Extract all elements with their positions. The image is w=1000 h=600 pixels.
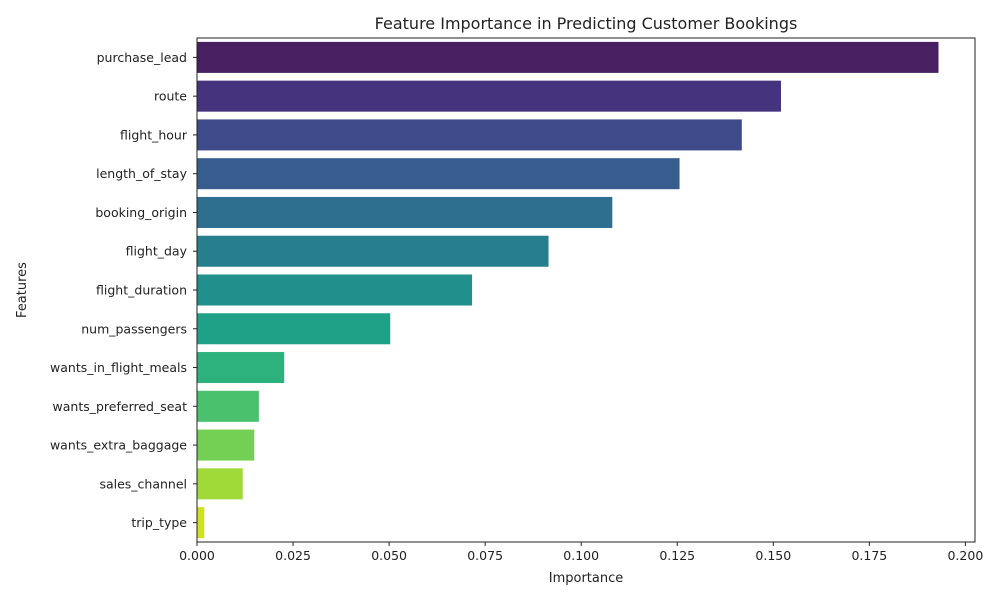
x-tick-label: 0.125 <box>659 548 695 563</box>
bar-wants-preferred-seat <box>197 390 259 422</box>
bars-group <box>197 41 939 539</box>
y-tick-label-wants-preferred-seat: wants_preferred_seat <box>53 399 188 414</box>
plot-frame <box>196 37 976 543</box>
y-tick-label-booking-origin: booking_origin <box>95 205 187 220</box>
bar-route <box>197 80 781 112</box>
x-tick-label: 0.000 <box>179 548 215 563</box>
x-tick-label: 0.200 <box>947 548 983 563</box>
bar-wants-in-flight-meals <box>197 352 285 384</box>
x-tick-label: 0.175 <box>851 548 887 563</box>
y-tick-label-purchase-lead: purchase_lead <box>97 50 187 65</box>
y-tick-label-flight-duration: flight_duration <box>96 283 187 298</box>
x-tick-label: 0.075 <box>467 548 503 563</box>
x-axis-ticks: 0.000 0.025 0.050 0.075 0.100 0.125 0.150 0.175… <box>179 542 983 563</box>
x-tick-label: 0.050 <box>371 548 407 563</box>
x-tick-label: 0.150 <box>755 548 791 563</box>
x-tick-label: 0.025 <box>275 548 311 563</box>
y-tick-label-trip-type: trip_type <box>131 515 187 530</box>
bar-booking-origin <box>197 196 613 228</box>
bar-sales-channel <box>197 468 243 500</box>
y-axis-title: Features <box>15 262 30 318</box>
bar-num-passengers <box>197 313 391 345</box>
y-tick-label-sales-channel: sales_channel <box>99 476 187 491</box>
y-tick-label-route: route <box>154 89 187 104</box>
y-tick-label-flight-hour: flight_hour <box>120 127 188 142</box>
bar-flight-duration <box>197 274 473 306</box>
bar-wants-extra-baggage <box>197 429 255 461</box>
y-tick-label-wants-extra-baggage: wants_extra_baggage <box>50 438 187 453</box>
y-tick-label-flight-day: flight_day <box>126 244 188 259</box>
bar-trip-type <box>197 507 205 539</box>
y-tick-label-num-passengers: num_passengers <box>81 321 187 336</box>
bar-flight-hour <box>197 119 742 151</box>
y-tick-label-wants-in-flight-meals: wants_in_flight_meals <box>50 360 187 375</box>
bar-flight-day <box>197 235 549 267</box>
y-tick-label-length-of-stay: length_of_stay <box>96 166 187 181</box>
x-tick-label: 0.100 <box>563 548 599 563</box>
bar-length-of-stay <box>197 158 680 190</box>
chart-title: Feature Importance in Predicting Custome… <box>375 14 798 33</box>
bar-purchase-lead <box>197 41 939 73</box>
x-axis-title: Importance <box>549 571 624 586</box>
